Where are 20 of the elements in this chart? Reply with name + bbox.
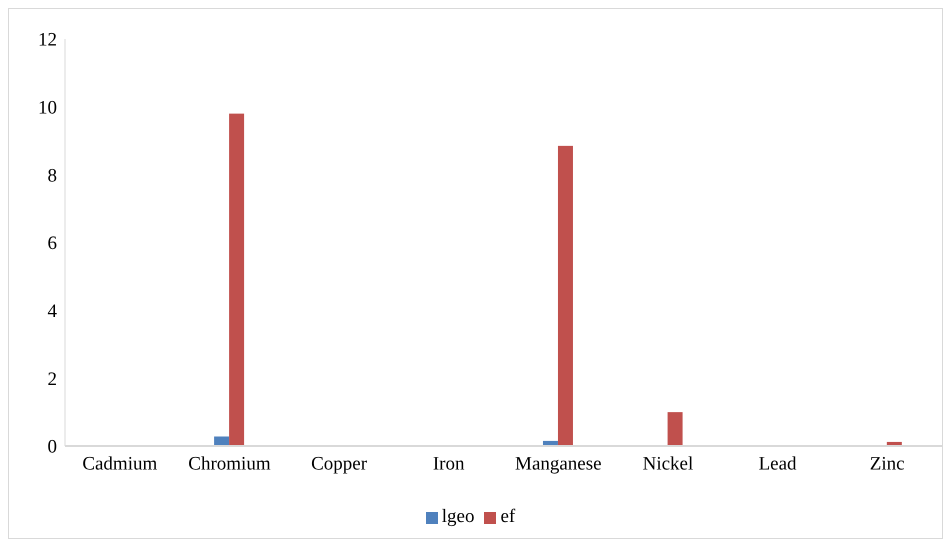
- legend-label: lgeo: [442, 506, 474, 527]
- x-tick-label: Lead: [758, 453, 798, 474]
- y-tick-label: 4: [48, 301, 58, 322]
- y-tick-label: 12: [38, 30, 57, 51]
- bar: [558, 146, 573, 446]
- legend-label: ef: [500, 506, 516, 527]
- y-tick-label: 2: [48, 368, 57, 390]
- bar: [668, 412, 683, 446]
- x-tick-label: Zinc: [870, 453, 905, 474]
- x-tick-label: Copper: [311, 453, 368, 474]
- y-tick-label: 8: [48, 165, 57, 186]
- y-tick-label: 6: [48, 233, 57, 254]
- y-tick-label: 10: [38, 98, 57, 119]
- x-tick-label: Cadmium: [82, 453, 158, 474]
- x-tick-label: Chromium: [188, 453, 271, 474]
- x-tick-label: Nickel: [642, 453, 694, 474]
- x-tick-label: Manganese: [515, 453, 602, 474]
- y-tick-label: 0: [48, 436, 57, 458]
- x-tick-label: Iron: [432, 453, 466, 474]
- bar: [229, 114, 244, 446]
